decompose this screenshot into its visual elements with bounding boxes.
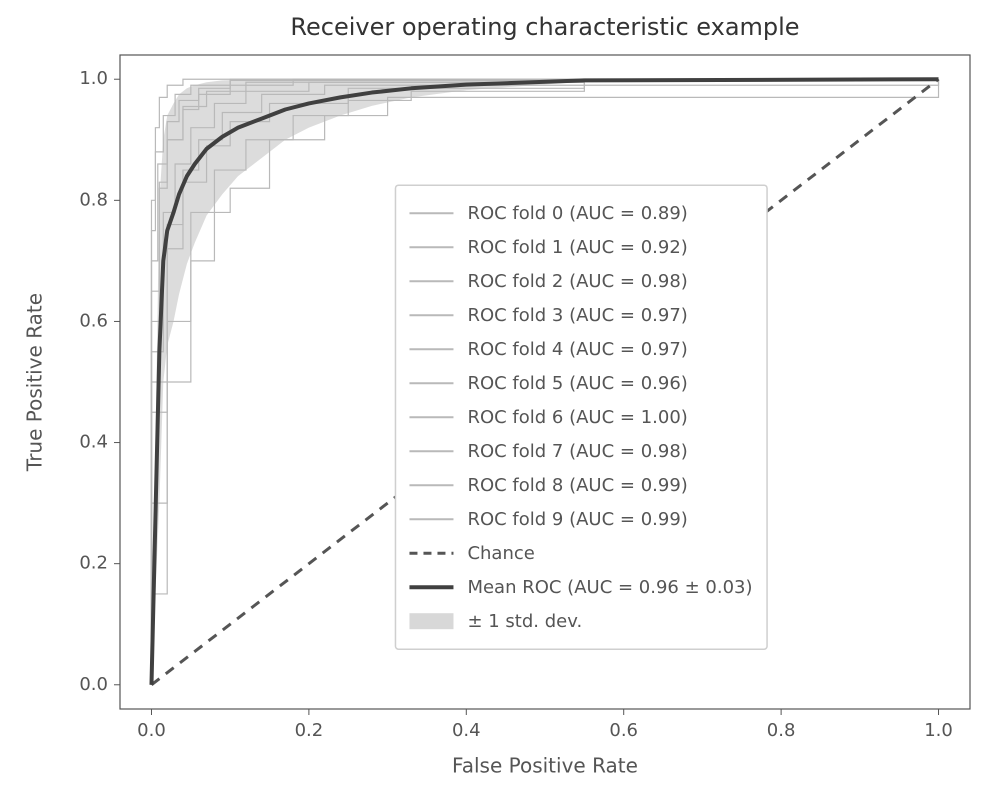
y-tick-label: 0.6 [79, 310, 108, 331]
x-tick-label: 0.6 [609, 720, 638, 741]
legend-label: Chance [467, 543, 534, 564]
y-tick-label: 0.8 [79, 189, 108, 210]
legend-label: ROC fold 2 (AUC = 0.98) [467, 271, 687, 292]
legend-label: ROC fold 8 (AUC = 0.99) [467, 475, 687, 496]
x-tick-label: 0.8 [767, 720, 796, 741]
y-tick-label: 0.4 [79, 432, 108, 453]
legend: ROC fold 0 (AUC = 0.89) ROC fold 1 (AUC =… [395, 185, 767, 649]
legend-label: ROC fold 0 (AUC = 0.89) [467, 203, 687, 224]
y-tick-label: 0.2 [79, 553, 108, 574]
legend-label: ROC fold 4 (AUC = 0.97) [467, 339, 687, 360]
legend-label: ROC fold 3 (AUC = 0.97) [467, 305, 687, 326]
chart-title: Receiver operating characteristic exampl… [290, 13, 799, 41]
x-axis-label: False Positive Rate [452, 754, 638, 778]
y-axis-label: True Positive Rate [23, 293, 47, 472]
x-tick-label: 0.0 [137, 720, 166, 741]
x-tick-label: 1.0 [924, 720, 953, 741]
legend-sample-patch [409, 613, 453, 629]
x-tick-label: 0.4 [452, 720, 481, 741]
legend-label: ROC fold 6 (AUC = 1.00) [467, 407, 687, 428]
legend-label: ROC fold 9 (AUC = 0.99) [467, 509, 687, 530]
legend-label: ± 1 std. dev. [467, 611, 582, 632]
legend-label: ROC fold 5 (AUC = 0.96) [467, 373, 687, 394]
y-tick-label: 1.0 [79, 68, 108, 89]
legend-label: Mean ROC (AUC = 0.96 ± 0.03) [467, 577, 752, 598]
chart-container: 0.0 0.2 0.4 0.6 0.8 1.0 0.0 0.2 0.4 0.6 0.8 1.0 Rece… [0, 0, 1000, 789]
roc-chart-svg: 0.0 0.2 0.4 0.6 0.8 1.0 0.0 0.2 0.4 0.6 0.8 1.0 Rece… [0, 0, 1000, 789]
x-tick-label: 0.2 [295, 720, 324, 741]
y-tick-label: 0.0 [79, 674, 108, 695]
legend-label: ROC fold 1 (AUC = 0.92) [467, 237, 687, 258]
legend-label: ROC fold 7 (AUC = 0.98) [467, 441, 687, 462]
